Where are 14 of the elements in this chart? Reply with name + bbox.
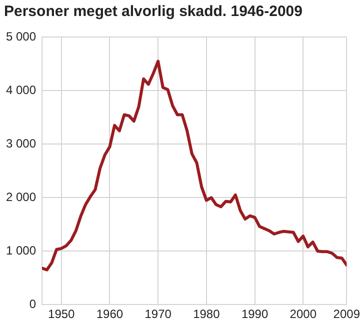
x-tick-label: 1990 (241, 307, 268, 322)
y-tick-label: 1 000 (6, 243, 36, 258)
x-tick-label: 1960 (96, 307, 124, 322)
x-tick-label: 1950 (48, 307, 76, 322)
x-tick-label: 1980 (193, 307, 220, 322)
y-tick-label: 2 000 (6, 190, 36, 204)
x-tick-label: 1970 (144, 307, 172, 322)
chart-title: Personer meget alvorlig skadd. 1946-2009 (4, 3, 302, 20)
y-tick-label: 0 (29, 296, 36, 311)
x-tick-label: 2009 (333, 307, 360, 322)
y-tick-label: 3 000 (6, 136, 36, 150)
x-tick-label: 2000 (290, 307, 317, 322)
y-tick-label: 4 000 (6, 82, 36, 97)
y-tick-label: 5 000 (6, 30, 36, 44)
